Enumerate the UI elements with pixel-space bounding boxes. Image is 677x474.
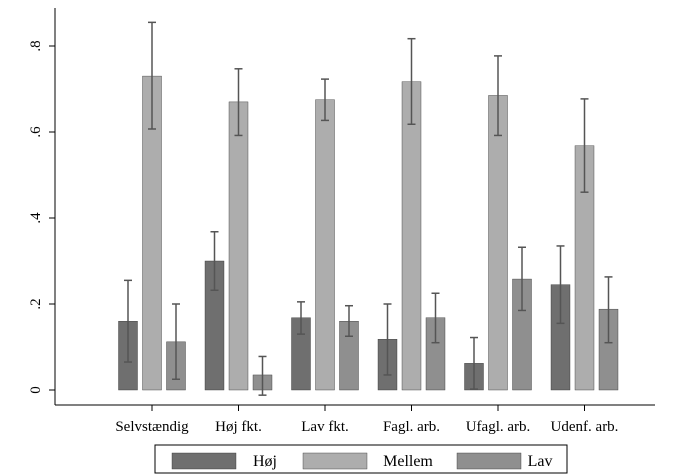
legend-label-mellem: Mellem	[383, 453, 433, 470]
bar-mellem-2	[315, 99, 335, 391]
bar-mellem-1	[228, 101, 249, 391]
axes-layer: 0 .2 .4 .6 .8 Selvstændig Høj fkt. Lav fkt. Fagl…	[28, 8, 655, 435]
legend-key-mellem	[302, 452, 368, 470]
x-tick-label-3: Fagl. arb.	[383, 419, 440, 435]
x-tick-label-2: Lav fkt.	[301, 419, 348, 435]
y-tick-label-0: 0	[28, 386, 44, 394]
error-bars-layer	[124, 21, 613, 396]
bar-mellem-3	[401, 81, 422, 391]
legend-key-lav	[456, 452, 522, 470]
y-tick-label-3: .6	[28, 126, 44, 138]
y-tick-label-2: .4	[28, 212, 44, 224]
x-tick-label-5: Udenf. arb.	[551, 419, 619, 435]
x-tick-label-0: Selvstændig	[115, 419, 189, 435]
legend: Høj Mellem Lav	[154, 444, 568, 474]
legend-label-lav: Lav	[528, 453, 553, 470]
legend-key-høj	[171, 452, 237, 470]
x-tick-label-1: Høj fkt.	[215, 419, 262, 435]
legend-label-høj: Høj	[253, 453, 277, 470]
x-tick-label-4: Ufagl. arb.	[466, 419, 531, 435]
bar-mellem-4	[488, 95, 508, 391]
y-tick-label-1: .2	[28, 298, 44, 309]
bars-layer	[118, 75, 619, 391]
y-tick-label-4: .8	[28, 40, 44, 51]
